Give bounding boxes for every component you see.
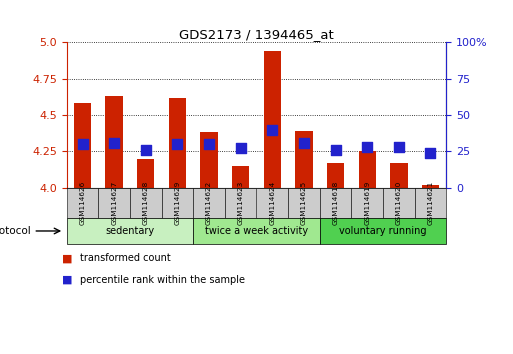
Point [78, 141, 87, 147]
Bar [327, 163, 344, 188]
Point [142, 147, 150, 153]
Text: protocol: protocol [0, 226, 31, 236]
Bar [106, 96, 123, 188]
Text: GSM114621: GSM114621 [427, 181, 433, 225]
Text: voluntary running: voluntary running [339, 226, 427, 236]
Point [110, 140, 118, 145]
Text: GSM114626: GSM114626 [80, 181, 86, 225]
Point [331, 147, 340, 153]
Title: GDS2173 / 1394465_at: GDS2173 / 1394465_at [179, 28, 334, 41]
Point [205, 141, 213, 147]
Bar [390, 163, 407, 188]
Point [300, 140, 308, 145]
Text: GSM114618: GSM114618 [332, 181, 339, 225]
Text: GSM114620: GSM114620 [396, 181, 402, 225]
Point [236, 145, 245, 151]
Text: GSM114623: GSM114623 [238, 181, 244, 225]
Point [268, 127, 277, 132]
Text: GSM114629: GSM114629 [174, 181, 181, 225]
Text: GSM114628: GSM114628 [143, 181, 149, 225]
Text: GSM114625: GSM114625 [301, 181, 307, 225]
Text: ■: ■ [62, 275, 72, 285]
Bar [295, 131, 312, 188]
Point [173, 141, 182, 147]
Text: ■: ■ [62, 253, 72, 263]
Bar [359, 152, 376, 188]
Bar [74, 103, 91, 188]
Bar [201, 132, 218, 188]
Bar [169, 98, 186, 188]
Point [363, 144, 371, 150]
Bar [422, 185, 439, 188]
Bar [264, 51, 281, 188]
Bar [232, 166, 249, 188]
Text: percentile rank within the sample: percentile rank within the sample [80, 275, 245, 285]
Text: GSM114627: GSM114627 [111, 181, 117, 225]
Point [394, 144, 403, 150]
Text: GSM114622: GSM114622 [206, 181, 212, 225]
Text: GSM114619: GSM114619 [364, 181, 370, 225]
Text: sedentary: sedentary [105, 226, 154, 236]
Point [426, 150, 435, 156]
Text: GSM114624: GSM114624 [269, 181, 275, 225]
Text: transformed count: transformed count [80, 253, 170, 263]
Bar [137, 159, 154, 188]
Text: twice a week activity: twice a week activity [205, 226, 308, 236]
